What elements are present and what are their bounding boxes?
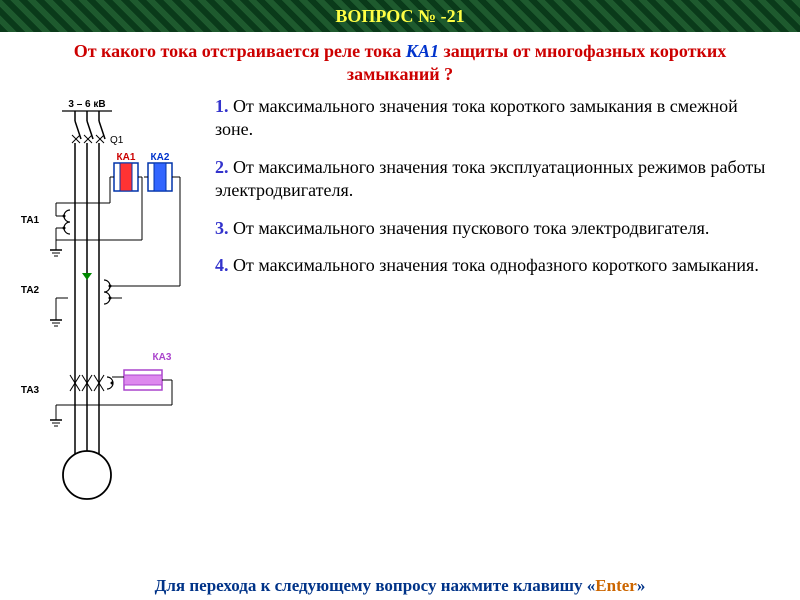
relay-ka1: КА1 <box>114 152 138 191</box>
svg-text:ТА2: ТА2 <box>21 285 40 296</box>
svg-text:ТА1: ТА1 <box>21 215 40 226</box>
header-title: ВОПРОС № -21 <box>335 6 464 27</box>
question-relay: КА1 <box>406 41 439 61</box>
answer-option[interactable]: 4. От максимального значения тока однофа… <box>215 254 780 277</box>
svg-text:ТА3: ТА3 <box>21 385 40 396</box>
answer-number: 3. <box>215 218 229 238</box>
content-area: 3 – 6 кВ Q1 <box>0 91 800 510</box>
svg-text:КА3: КА3 <box>153 352 172 363</box>
question-prefix: От какого тока отстраивается реле тока <box>74 41 406 61</box>
answer-number: 1. <box>215 96 229 116</box>
footer-key: Enter <box>595 576 637 595</box>
relay-ka2: КА2 <box>148 152 172 191</box>
motor-symbol <box>63 451 111 499</box>
voltage-label: 3 – 6 кВ <box>68 99 105 110</box>
answer-number: 2. <box>215 157 229 177</box>
ct-ta2: ТА2 <box>21 177 180 326</box>
footer-prefix: Для перехода к следующему вопросу нажмит… <box>155 576 596 595</box>
svg-text:КА2: КА2 <box>151 152 170 163</box>
answers-list: 1. От максимального значения тока коротк… <box>207 95 780 510</box>
circuit-diagram: 3 – 6 кВ Q1 <box>12 95 207 510</box>
question-text: От какого тока отстраивается реле тока К… <box>0 32 800 91</box>
answer-option[interactable]: 1. От максимального значения тока коротк… <box>215 95 780 142</box>
footer-hint: Для перехода к следующему вопросу нажмит… <box>0 576 800 596</box>
q1-label: Q1 <box>110 135 124 146</box>
relay-ka3: КА3 <box>50 352 172 426</box>
answer-option[interactable]: 2. От максимального значения тока эксплу… <box>215 156 780 203</box>
answer-option[interactable]: 3. От максимального значения пускового т… <box>215 217 780 240</box>
answer-text: От максимального значения тока однофазно… <box>229 255 759 275</box>
svg-text:КА1: КА1 <box>117 152 136 163</box>
answer-number: 4. <box>215 255 229 275</box>
switch-q1: Q1 <box>72 121 124 146</box>
footer-suffix: » <box>637 576 646 595</box>
answer-text: От максимального значения тока эксплуата… <box>215 157 765 200</box>
question-header: ВОПРОС № -21 <box>0 0 800 32</box>
answer-text: От максимального значения пускового тока… <box>229 218 710 238</box>
answer-text: От максимального значения тока короткого… <box>215 96 738 139</box>
